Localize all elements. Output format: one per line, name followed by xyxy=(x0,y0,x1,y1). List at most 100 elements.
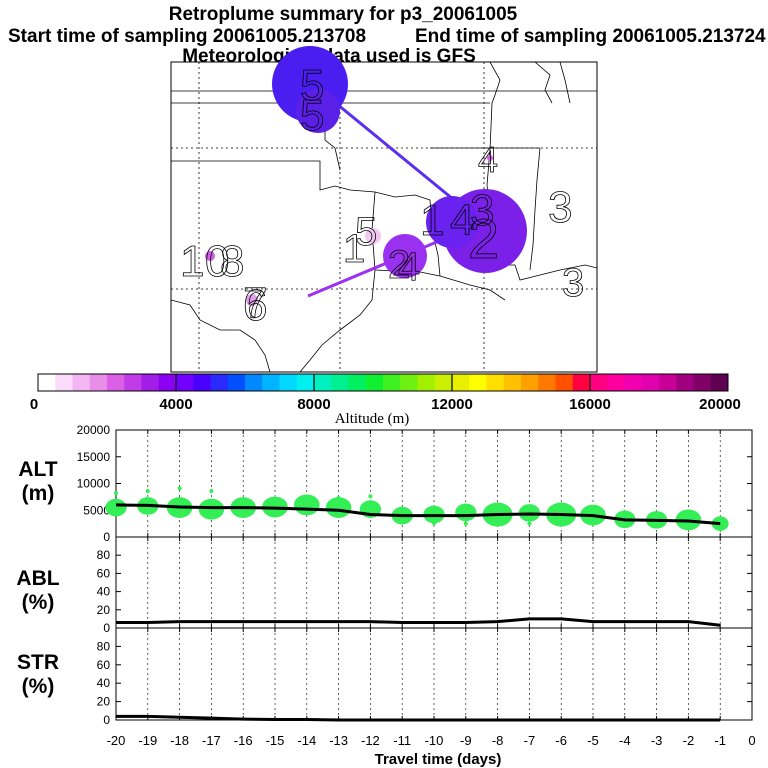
colorbar-swatch xyxy=(72,374,91,391)
alt-outlier xyxy=(114,491,118,496)
colorbar-tick: 4000 xyxy=(159,396,192,413)
alt-median-line xyxy=(115,503,721,526)
colorbar-swatch xyxy=(641,374,660,391)
abl-line xyxy=(116,617,721,627)
y-tick-label: 20000 xyxy=(77,423,111,437)
map-label: 7 xyxy=(243,279,267,328)
str-ylabel-unit: (%) xyxy=(22,675,55,698)
colorbar-tick: 12000 xyxy=(431,396,473,413)
title-line1: Retroplume summary for p3_20061005 xyxy=(169,4,518,25)
map-label: 5 xyxy=(300,61,324,110)
alt-outlier xyxy=(145,488,150,493)
map-label: 2 xyxy=(388,243,410,287)
y-tick-label: 0 xyxy=(103,530,110,544)
colorbar-swatch xyxy=(55,374,73,391)
colorbar-tick: 0 xyxy=(30,396,38,413)
colorbar-swatch xyxy=(452,374,470,391)
title-start-time: Start time of sampling 20061005.213708 xyxy=(8,26,366,47)
str-ylabel: STR xyxy=(17,651,59,674)
y-tick-label: 5000 xyxy=(83,503,110,517)
y-tick-label: 15000 xyxy=(77,450,111,464)
colorbar-swatch xyxy=(417,374,436,391)
map-label: 4 xyxy=(478,139,498,180)
x-tick-label: -9 xyxy=(460,733,472,748)
map-label: 1 xyxy=(180,237,204,286)
map-label: 3 xyxy=(548,183,572,232)
alt-bubble xyxy=(105,498,127,517)
colorbar-swatch xyxy=(107,374,125,391)
x-tick-label: -19 xyxy=(138,733,157,748)
map-label: 4 xyxy=(398,245,420,289)
trajectory-map: 5 5 4 3 3 4 3 2 1 5 1 2 4 1 0 8 7 6 xyxy=(170,46,598,373)
colorbar-tick: 20000 xyxy=(699,396,741,413)
alt-outlier xyxy=(368,494,373,499)
str-line xyxy=(116,714,721,722)
alt-outlier xyxy=(527,521,532,526)
x-tick-label: -14 xyxy=(297,733,316,748)
colorbar-swatch xyxy=(538,374,556,391)
map-label: 2 xyxy=(468,207,499,270)
x-tick-label: -15 xyxy=(266,733,285,748)
alt-outlier xyxy=(177,486,182,491)
colorbar-swatch xyxy=(141,374,160,391)
x-tick-label: -6 xyxy=(555,733,567,748)
map-label: 4 xyxy=(450,196,474,245)
colorbar-swatch xyxy=(607,374,625,391)
colorbar-frame xyxy=(37,373,729,392)
alt-bubble xyxy=(325,497,352,518)
plume-bubble xyxy=(205,251,215,261)
plume-bubble xyxy=(487,155,493,161)
colorbar-swatch xyxy=(659,374,677,391)
colorbar-swatch xyxy=(193,374,211,391)
colorbar-swatch xyxy=(279,374,298,391)
x-tick-label: -3 xyxy=(651,733,663,748)
y-tick-label: 40 xyxy=(97,676,111,690)
colorbar-swatch xyxy=(348,374,367,391)
colorbar-swatch xyxy=(262,374,280,391)
x-tick-label: -2 xyxy=(683,733,695,748)
plume-bubble xyxy=(296,89,340,133)
y-tick-label: 20 xyxy=(97,695,111,709)
map-label: 8 xyxy=(220,237,244,286)
x-tick-label: -18 xyxy=(170,733,189,748)
x-tick-label: -16 xyxy=(234,733,253,748)
y-tick-label: 0 xyxy=(103,713,110,727)
map-label: 6 xyxy=(243,281,267,330)
y-tick-label: 0 xyxy=(103,621,110,635)
colorbar-swatch xyxy=(314,374,332,391)
altitude-colorbar xyxy=(37,373,729,392)
colorbar-swatch xyxy=(469,374,487,391)
map-label: 3 xyxy=(470,186,494,235)
colorbar-swatch xyxy=(521,374,539,391)
plume-bubble xyxy=(383,234,427,278)
time-series-panels: 20000 15000 10000 5000 0 80 60 40 20 0 80 60 40 20 0 -2… xyxy=(77,423,756,748)
alt-ylabel-unit: (m) xyxy=(22,482,55,505)
y-tick-label: 10000 xyxy=(77,477,111,491)
map-label: 3 xyxy=(562,261,584,305)
colorbar-swatch xyxy=(503,374,522,391)
colorbar-swatch xyxy=(555,374,574,391)
x-tick-label: -7 xyxy=(524,733,536,748)
map-label: 5 xyxy=(355,210,377,254)
abl-ylabel: ABL xyxy=(16,567,59,590)
y-tick-label: 80 xyxy=(97,639,111,653)
map-label: 5 xyxy=(300,91,324,140)
map-label: 0 xyxy=(205,237,229,286)
alt-outlier xyxy=(463,521,468,526)
x-tick-label: -10 xyxy=(425,733,444,748)
colorbar-swatch xyxy=(89,374,108,391)
x-tick-label: 0 xyxy=(748,733,755,748)
map-label: 1 xyxy=(420,196,444,245)
colorbar-swatch xyxy=(572,374,591,391)
title-end-time: End time of sampling 20061005.213724 xyxy=(415,26,766,47)
colorbar-swatch xyxy=(124,374,142,391)
colorbar-swatch xyxy=(245,374,263,391)
y-tick-label: 60 xyxy=(97,658,111,672)
x-tick-label: -13 xyxy=(329,733,348,748)
colorbar-swatch xyxy=(434,374,453,391)
x-tick-label: -1 xyxy=(714,733,726,748)
x-tick-label: -8 xyxy=(492,733,504,748)
alt-bubble xyxy=(198,498,225,520)
colorbar-swatch xyxy=(693,374,712,391)
